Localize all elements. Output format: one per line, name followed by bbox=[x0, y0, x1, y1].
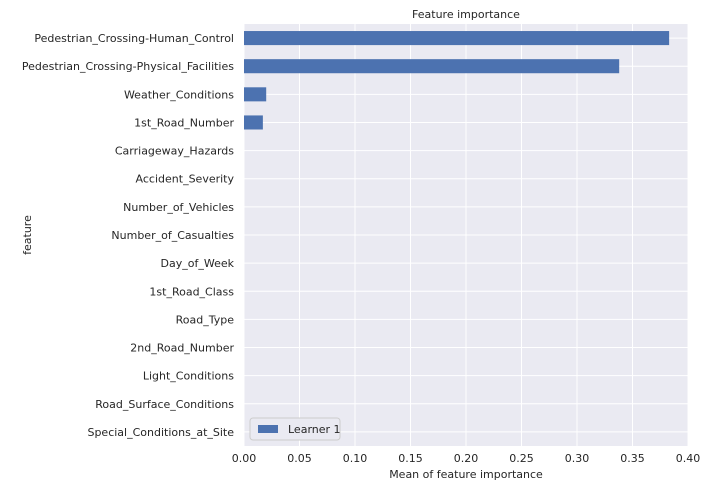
y-tick-label: Number_of_Vehicles bbox=[123, 201, 234, 214]
y-tick-label: Pedestrian_Crossing-Human_Control bbox=[34, 32, 234, 45]
bar-pedestrian-crossing-physical-facilities bbox=[244, 59, 620, 74]
y-tick-label: Number_of_Casualties bbox=[111, 229, 234, 242]
chart-title: Feature importance bbox=[412, 8, 520, 21]
bar-1st-road-number bbox=[244, 115, 263, 130]
x-tick-label: 0.35 bbox=[620, 452, 645, 465]
bar-pedestrian-crossing-human-control bbox=[244, 31, 670, 46]
x-tick-label: 0.25 bbox=[509, 452, 534, 465]
y-tick-label: Carriageway_Hazards bbox=[115, 145, 234, 158]
y-tick-label: 2nd_Road_Number bbox=[130, 342, 234, 355]
x-tick-label: 0.15 bbox=[398, 452, 423, 465]
y-axis-label: feature bbox=[21, 215, 34, 255]
x-tick-label: 0.10 bbox=[343, 452, 368, 465]
x-tick-label: 0.00 bbox=[232, 452, 257, 465]
bars bbox=[244, 31, 670, 130]
y-tick-label: Accident_Severity bbox=[136, 173, 235, 186]
y-tick-label: Light_Conditions bbox=[143, 370, 234, 383]
x-tick-label: 0.20 bbox=[454, 452, 479, 465]
y-tick-labels: Pedestrian_Crossing-Human_Control Pedestr… bbox=[22, 32, 235, 439]
bar-weather-conditions bbox=[244, 87, 267, 102]
legend-swatch bbox=[258, 425, 278, 433]
y-tick-label: Road_Surface_Conditions bbox=[95, 398, 234, 411]
y-tick-label: Pedestrian_Crossing-Physical_Facilities bbox=[22, 60, 234, 73]
legend-box bbox=[249, 417, 341, 441]
legend-label: Learner 1 bbox=[288, 423, 341, 436]
x-tick-label: 0.40 bbox=[676, 452, 701, 465]
x-tick-labels: 0.00 0.05 0.10 0.15 0.20 0.25 0.30 0.35 0.40 bbox=[232, 452, 701, 465]
y-tick-label: Special_Conditions_at_Site bbox=[87, 426, 234, 439]
x-tick-label: 0.30 bbox=[565, 452, 590, 465]
x-tick-label: 0.05 bbox=[287, 452, 312, 465]
y-tick-label: Day_of_Week bbox=[161, 257, 235, 270]
x-axis-label: Mean of feature importance bbox=[389, 468, 543, 481]
y-tick-label: 1st_Road_Class bbox=[149, 285, 234, 298]
y-tick-label: Weather_Conditions bbox=[124, 88, 234, 101]
y-tick-label: Road_Type bbox=[176, 313, 235, 326]
legend: Learner 1 bbox=[249, 417, 341, 441]
y-tick-label: 1st_Road_Number bbox=[134, 116, 234, 129]
